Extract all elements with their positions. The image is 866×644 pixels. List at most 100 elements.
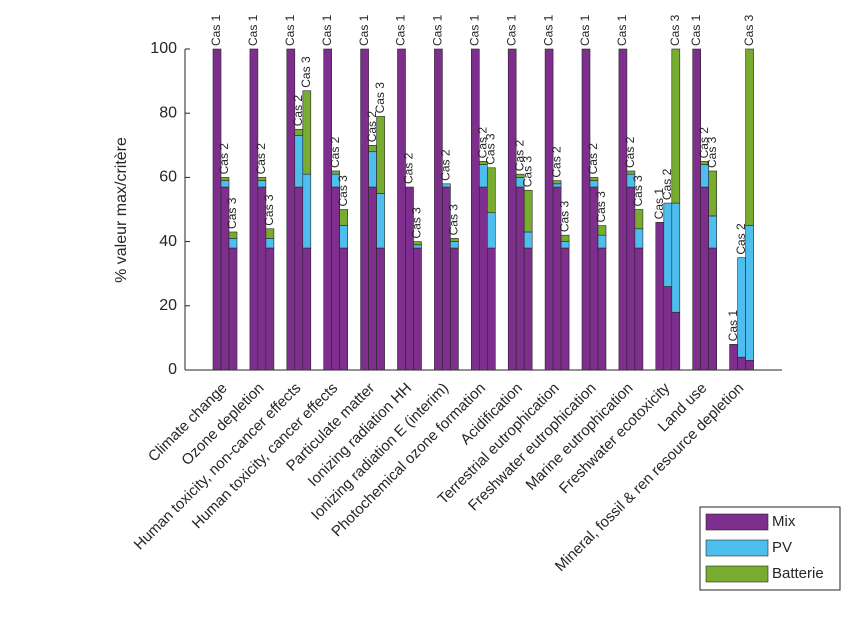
legend-label: PV xyxy=(772,539,792,556)
bar-segment xyxy=(376,247,385,371)
bar-segment xyxy=(523,189,533,233)
bar-segment xyxy=(265,238,275,249)
bar-label: Cas 2 xyxy=(217,143,231,175)
bar-segment xyxy=(376,193,385,249)
bar-label: Cas 1 xyxy=(357,14,371,46)
bar-label: Cas 1 xyxy=(689,14,703,46)
bar-label: Cas 3 xyxy=(668,14,682,46)
bar-segment xyxy=(671,202,681,313)
bar-segment xyxy=(626,170,636,175)
y-tick-label: 80 xyxy=(159,104,177,121)
bar-label: Cas 3 xyxy=(262,194,276,226)
bar-segment xyxy=(212,48,222,371)
bar-label: Cas 2 xyxy=(697,127,711,159)
bar-label: Cas 3 xyxy=(520,156,534,188)
bar-segment xyxy=(294,135,304,188)
bar-label: Cas 3 xyxy=(373,82,387,114)
bar-segment xyxy=(581,48,591,371)
bar-label: Cas 3 xyxy=(742,14,756,46)
bar-label: Cas 3 xyxy=(336,175,350,207)
y-axis-label: % valeur max/critère xyxy=(113,137,130,283)
y-tick-label: 20 xyxy=(159,297,177,314)
bar-segment xyxy=(618,48,628,371)
bar-segment xyxy=(708,215,718,249)
bar-segment xyxy=(507,48,517,371)
bar-segment xyxy=(434,48,443,371)
bar-segment xyxy=(745,48,754,226)
bar-label: Cas 3 xyxy=(225,197,239,229)
bar-segment xyxy=(486,212,496,249)
bar-label: Cas 1 xyxy=(578,14,592,46)
bar-label: Cas 2 xyxy=(512,140,526,172)
bar-segment xyxy=(413,247,422,371)
bar-label: Cas 2 xyxy=(475,127,489,159)
bar-segment xyxy=(523,247,533,371)
bar-label: Cas 2 xyxy=(254,143,268,175)
bar-segment xyxy=(470,48,480,371)
bar-label: Cas 3 xyxy=(705,136,719,168)
bar-label: Cas 2 xyxy=(734,223,748,255)
bar-segment xyxy=(729,344,738,371)
bar-label: Cas 3 xyxy=(557,201,571,233)
bar-segment xyxy=(486,167,496,214)
bar-segment xyxy=(360,48,369,371)
bar-segment xyxy=(560,234,570,242)
bar-segment xyxy=(708,247,718,371)
bar-segment xyxy=(265,247,275,371)
bar-segment xyxy=(634,228,644,249)
bar-segment xyxy=(368,151,377,188)
bar-label: Cas 2 xyxy=(365,111,379,143)
bar-segment xyxy=(228,231,238,239)
bar-label: Cas 1 xyxy=(504,14,518,46)
bar-segment xyxy=(700,186,710,371)
legend-label: Mix xyxy=(772,513,796,530)
bar-segment xyxy=(737,356,746,371)
bar-label: Cas 1 xyxy=(209,14,223,46)
bar-label: Cas 3 xyxy=(483,133,497,165)
bar-label: Cas 1 xyxy=(652,188,666,220)
bar-label: Cas 2 xyxy=(402,152,416,184)
legend-swatch xyxy=(705,565,769,583)
bar-label: Cas 1 xyxy=(615,14,629,46)
bar-segment xyxy=(294,186,304,371)
bar-label: Cas 3 xyxy=(594,191,608,223)
bar-label: Cas 1 xyxy=(467,14,481,46)
bar-label: Cas 3 xyxy=(299,56,313,88)
bar-segment xyxy=(515,186,525,371)
bar-segment xyxy=(663,286,673,371)
bar-segment xyxy=(302,247,312,371)
bar-segment xyxy=(413,244,422,249)
bar-segment xyxy=(589,177,599,181)
bar-segment xyxy=(478,186,488,371)
bar-segment xyxy=(634,209,644,230)
bar-segment xyxy=(515,173,525,178)
bar-segment xyxy=(597,247,607,371)
bar-segment xyxy=(597,234,607,249)
bar-segment xyxy=(265,228,275,239)
bar-segment xyxy=(486,247,496,371)
bar-segment xyxy=(597,225,607,236)
bar-segment xyxy=(323,48,333,371)
x-tick-label: Human toxicity, non-cancer effects xyxy=(131,380,305,554)
bar-label: Cas 1 xyxy=(726,310,740,342)
bar-segment xyxy=(331,170,341,175)
bar-label: Cas 3 xyxy=(447,204,461,236)
bar-segment xyxy=(257,177,267,181)
bar-segment xyxy=(228,238,238,249)
bar-segment xyxy=(331,186,341,371)
bar-segment xyxy=(442,183,451,188)
bar-label: Cas 2 xyxy=(328,136,342,168)
bar-segment xyxy=(339,225,349,249)
bar-segment xyxy=(671,311,681,371)
bar-segment xyxy=(220,177,230,181)
bar-segment xyxy=(368,186,377,371)
bar-label: Cas 1 xyxy=(394,14,408,46)
bar-segment xyxy=(745,225,754,361)
bar-label: Cas 2 xyxy=(660,168,674,200)
bar-segment xyxy=(228,247,238,371)
bar-segment xyxy=(692,48,702,371)
bar-segment xyxy=(589,180,599,188)
bar-segment xyxy=(478,161,488,165)
bar-label: Cas 1 xyxy=(246,14,260,46)
